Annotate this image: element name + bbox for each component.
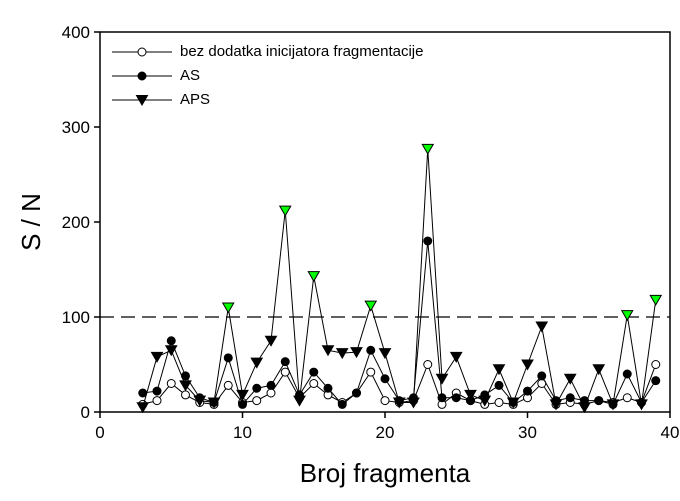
data-point bbox=[449, 351, 463, 363]
data-point bbox=[252, 383, 262, 393]
data-point bbox=[494, 380, 504, 390]
legend-marker bbox=[137, 47, 147, 57]
data-point bbox=[309, 367, 319, 377]
data-point bbox=[250, 357, 264, 369]
data-point bbox=[537, 371, 547, 381]
data-point bbox=[421, 143, 435, 155]
data-point bbox=[423, 236, 433, 246]
x-tick-label: 30 bbox=[518, 423, 537, 442]
data-point bbox=[223, 353, 233, 363]
data-point bbox=[407, 397, 420, 409]
data-point bbox=[478, 395, 492, 407]
legend-label: AS bbox=[180, 67, 200, 84]
legend-marker bbox=[135, 95, 149, 106]
data-point bbox=[164, 345, 178, 357]
x-tick-label: 40 bbox=[661, 423, 680, 442]
data-point bbox=[152, 396, 162, 406]
y-axis-label: S / N bbox=[16, 193, 46, 251]
y-tick-label: 100 bbox=[62, 308, 90, 327]
data-point bbox=[423, 360, 433, 369]
data-point bbox=[622, 369, 632, 379]
data-point bbox=[152, 386, 162, 396]
data-point bbox=[193, 395, 207, 407]
data-point bbox=[166, 379, 176, 388]
data-point bbox=[620, 310, 634, 322]
data-point bbox=[378, 348, 392, 360]
data-point bbox=[392, 397, 406, 409]
data-point bbox=[307, 271, 321, 283]
data-point bbox=[223, 380, 233, 390]
data-point bbox=[649, 294, 663, 306]
data-point bbox=[252, 396, 262, 406]
data-point bbox=[521, 359, 534, 371]
data-point bbox=[563, 373, 577, 385]
legend-label: bez dodatka inicijatora fragmentacije bbox=[180, 43, 423, 60]
data-point bbox=[337, 399, 347, 409]
data-point bbox=[366, 367, 376, 377]
data-point bbox=[236, 389, 249, 401]
x-tick-label: 0 bbox=[95, 423, 104, 442]
data-point bbox=[264, 335, 278, 347]
data-point bbox=[594, 396, 604, 406]
data-point bbox=[207, 397, 221, 409]
data-point bbox=[535, 321, 549, 333]
data-point bbox=[651, 376, 661, 386]
data-point bbox=[380, 396, 390, 406]
series-line bbox=[142, 148, 657, 409]
y-tick-label: 400 bbox=[62, 23, 90, 42]
data-point bbox=[622, 393, 632, 403]
data-point bbox=[437, 393, 447, 403]
data-point bbox=[523, 386, 532, 396]
data-point bbox=[651, 360, 661, 369]
data-point bbox=[435, 373, 449, 385]
data-point bbox=[451, 393, 461, 403]
data-point bbox=[150, 351, 164, 363]
data-point bbox=[179, 380, 192, 392]
data-point bbox=[565, 393, 575, 403]
data-point bbox=[309, 379, 319, 388]
data-point bbox=[380, 374, 390, 384]
data-point bbox=[506, 397, 520, 409]
data-point bbox=[494, 398, 504, 407]
data-point bbox=[492, 364, 506, 376]
x-axis-label: Broj fragmenta bbox=[300, 458, 471, 488]
data-point bbox=[366, 345, 376, 355]
data-point bbox=[606, 399, 620, 411]
y-tick-label: 300 bbox=[62, 118, 90, 137]
y-tick-label: 0 bbox=[81, 403, 90, 422]
data-point bbox=[549, 399, 563, 411]
legend-label: APS bbox=[180, 91, 210, 108]
data-point bbox=[278, 205, 292, 217]
data-point bbox=[266, 380, 276, 390]
legend-marker bbox=[137, 71, 147, 81]
data-point bbox=[350, 347, 363, 359]
data-point bbox=[293, 395, 306, 407]
data-point bbox=[323, 383, 333, 393]
data-point bbox=[238, 399, 247, 409]
data-point bbox=[364, 300, 378, 312]
data-point bbox=[181, 390, 190, 400]
data-point bbox=[321, 345, 335, 357]
data-point bbox=[635, 399, 648, 411]
data-point bbox=[578, 402, 591, 414]
data-point bbox=[221, 302, 235, 314]
data-point bbox=[280, 357, 290, 367]
x-tick-label: 20 bbox=[376, 423, 395, 442]
data-point bbox=[166, 336, 176, 346]
data-point bbox=[464, 389, 477, 401]
data-point bbox=[136, 402, 150, 414]
series-line bbox=[142, 240, 657, 406]
y-tick-label: 200 bbox=[62, 213, 90, 232]
data-point bbox=[352, 388, 361, 398]
x-tick-label: 10 bbox=[233, 423, 252, 442]
data-point bbox=[592, 364, 606, 376]
data-point bbox=[335, 348, 349, 360]
data-point bbox=[266, 388, 276, 398]
